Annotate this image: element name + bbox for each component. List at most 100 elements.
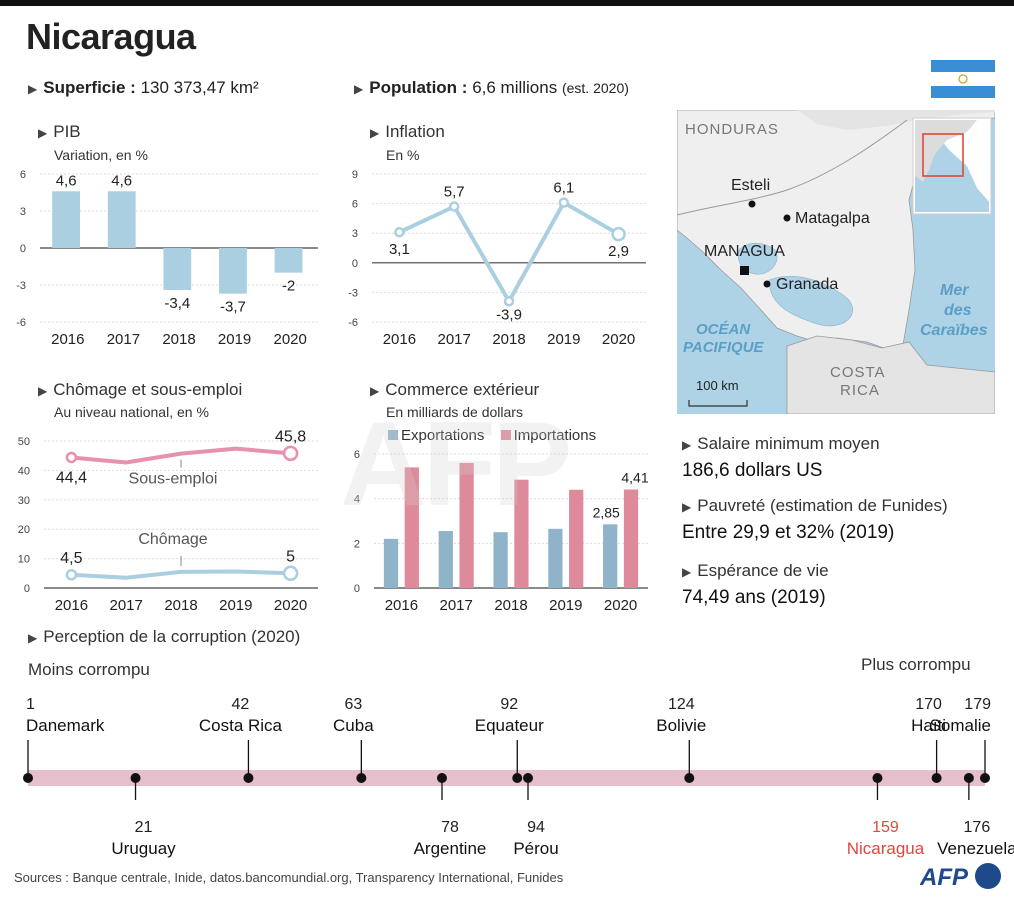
x-tick-label: 2018 — [494, 597, 527, 614]
inflation-value-label: 2,9 — [608, 243, 629, 260]
x-tick-label: 2016 — [385, 597, 418, 614]
pib-bar — [52, 191, 81, 248]
nicaragua-map — [677, 110, 995, 414]
x-tick-label: 2020 — [274, 331, 307, 348]
x-tick-label: 2019 — [218, 331, 251, 348]
bullet-icon: ▶ — [354, 82, 364, 96]
y-tick-label: 6 — [352, 199, 358, 211]
bullet-icon: ▶ — [682, 500, 692, 514]
rank-dot — [243, 773, 254, 783]
exports-bar — [603, 524, 618, 588]
map-label-sea-3: Caraïbes — [920, 322, 988, 339]
y-tick-label: 50 — [18, 436, 30, 448]
rank-country: Bolivie — [656, 716, 706, 735]
afp-logo: AFP — [920, 863, 1001, 891]
bullet-icon: ▶ — [370, 384, 380, 398]
corruption-left-label: Moins corrompu — [28, 660, 150, 679]
rank-number: 94 — [527, 819, 545, 836]
corruption-scale: 1 Danemark 42 Costa Rica 63 Cuba 92 Equateur 124… — [23, 696, 1014, 858]
exports-bar — [493, 532, 508, 588]
rank-dot — [684, 773, 695, 783]
imports-bar — [623, 489, 639, 588]
unemployment-point — [282, 565, 299, 582]
rank-number: 170 — [915, 696, 942, 713]
svg-text:AFP: AFP — [920, 864, 969, 891]
top-rule — [0, 0, 1014, 6]
x-tick-label: 2018 — [162, 331, 195, 348]
pib-bar — [163, 248, 192, 290]
pib-chart: 6 3 0 -3 -6 2016 2017 2018 2019 2020 4,6 4,6 -3,4 -3,… — [16, 169, 318, 348]
map-label-ocean-2: PACIFIQUE — [683, 339, 764, 356]
sources: Sources : Banque centrale, Inide, datos.… — [14, 870, 564, 885]
rank-country: Danemark — [26, 716, 105, 735]
pib-subtitle: Variation, en % — [54, 147, 148, 163]
population-fact: ▶ Population : 6,6 millions (est. 2020) — [354, 78, 629, 97]
pib-value-label: -3,7 — [220, 299, 246, 316]
inflation-point — [503, 296, 515, 307]
pib-value-label: -2 — [282, 278, 295, 295]
unemployment-title: ▶ Chômage et sous-emploi — [38, 380, 243, 399]
corruption-title: ▶ Perception de la corruption (2020) — [28, 627, 301, 646]
legend-swatch-imports — [500, 430, 511, 440]
inflation-point — [394, 226, 405, 238]
exports-value-label: 2,85 — [593, 504, 620, 520]
imports-value-label: 4,41 — [621, 470, 648, 486]
y-tick-label: -3 — [348, 287, 358, 299]
superficie-fact: ▶ Superficie : 130 373,47 km² — [28, 78, 259, 97]
x-tick-label: 2020 — [604, 597, 637, 614]
rank-number: 176 — [964, 819, 991, 836]
fact-life-expectancy: ▶ Espérance de vie 74,49 ans (2019) — [682, 561, 829, 608]
inflation-point — [448, 201, 460, 212]
inflation-value-label: -3,9 — [496, 306, 522, 323]
rank-number: 1 — [26, 696, 35, 713]
underemployment-value-label: 45,8 — [275, 428, 306, 445]
rank-dot — [23, 773, 33, 783]
pib-title: ▶ PIB — [38, 122, 81, 141]
map-label-managua: MANAGUA — [704, 243, 785, 260]
underemployment-value-label: 44,4 — [56, 469, 87, 486]
rank-dot — [130, 773, 141, 783]
y-tick-label: 40 — [18, 465, 30, 477]
exports-bar — [438, 531, 453, 588]
x-tick-label: 2019 — [219, 597, 252, 614]
y-tick-label: 30 — [18, 495, 30, 507]
rank-number: 179 — [964, 696, 991, 713]
y-tick-label: 0 — [20, 243, 26, 255]
y-tick-label: 4 — [354, 494, 360, 506]
rank-dot — [931, 773, 942, 783]
x-tick-label: 2018 — [164, 597, 197, 614]
pib-bar — [107, 191, 136, 248]
inflation-value-label: 6,1 — [553, 180, 574, 197]
pib-value-label: -3,4 — [164, 295, 190, 312]
map-label-esteli: Esteli — [731, 177, 771, 194]
exports-bar — [383, 538, 399, 588]
map-border-north — [677, 119, 908, 216]
map-scale-label: 100 km — [696, 378, 739, 393]
city-dot-esteli — [748, 200, 756, 208]
rank-country: Uruguay — [111, 839, 176, 858]
rank-country: Venezuela — [937, 839, 1014, 858]
map-label-granada: Granada — [776, 276, 839, 293]
map-honduras — [677, 110, 995, 130]
unemployment-value-label: 5 — [286, 548, 295, 565]
rank-country-highlight: Nicaragua — [847, 839, 925, 858]
x-tick-label: 2018 — [492, 331, 525, 348]
x-tick-label: 2017 — [438, 331, 471, 348]
rank-dot — [872, 773, 883, 783]
trade-title: ▶ Commerce extérieur — [370, 380, 540, 399]
map-inset-land — [915, 120, 977, 182]
imports-bar — [459, 462, 474, 588]
y-tick-label: 0 — [354, 583, 360, 595]
y-tick-label: -3 — [16, 280, 26, 292]
inflation-title: ▶ Inflation — [370, 122, 445, 141]
y-tick-label: 10 — [18, 554, 30, 566]
trade-subtitle: En milliards de dollars — [386, 404, 523, 420]
bullet-icon: ▶ — [682, 565, 692, 579]
map-label-sea-1: Mer — [940, 282, 969, 299]
x-tick-label: 2020 — [274, 597, 307, 614]
x-tick-label: 2016 — [51, 331, 84, 348]
y-tick-label: 3 — [20, 206, 26, 218]
rank-country: Haïti — [911, 716, 946, 735]
rank-country: Costa Rica — [199, 716, 283, 735]
y-tick-label: 20 — [18, 524, 30, 536]
